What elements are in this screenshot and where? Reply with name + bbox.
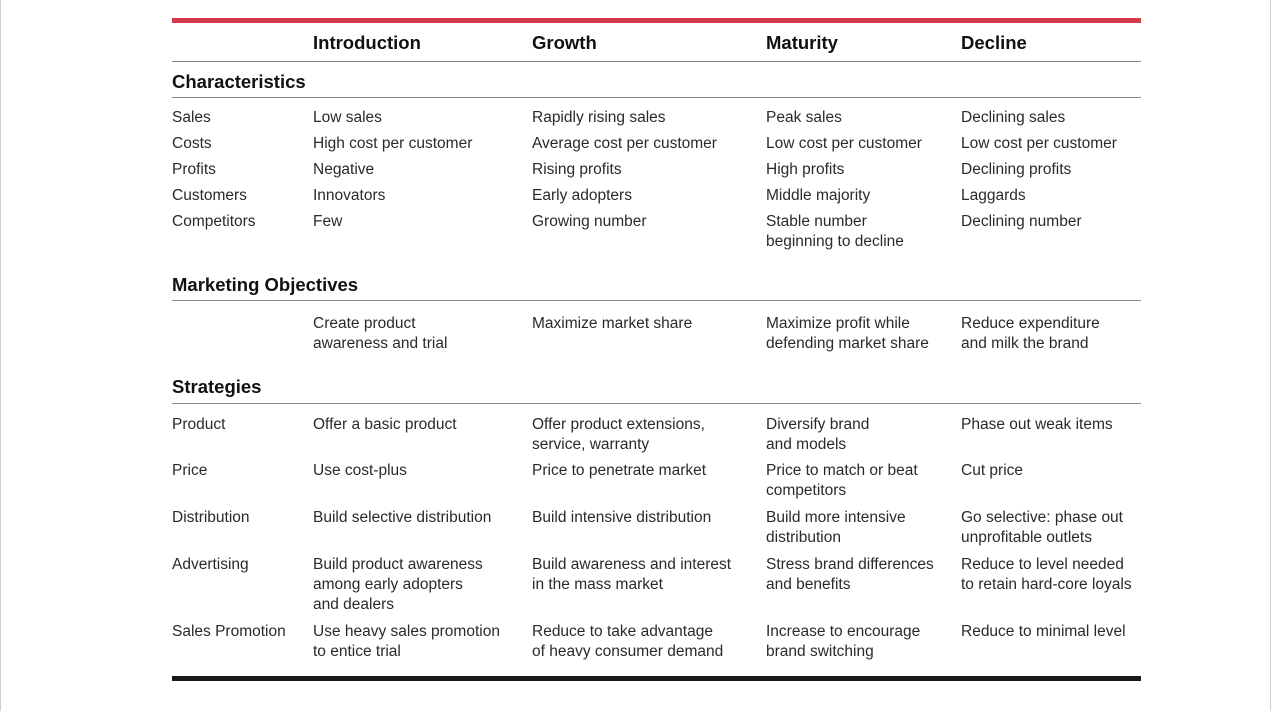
table-bottom-rule: [172, 676, 1141, 681]
table-cell: Average cost per customer: [532, 135, 717, 152]
table-cell: Reduce to minimal level: [961, 623, 1126, 640]
row-label-price: Price: [172, 462, 208, 479]
section-divider: [172, 97, 1141, 98]
column-header-introduction: Introduction: [313, 32, 421, 53]
table-cell: Declining number: [961, 213, 1082, 230]
column-header-growth: Growth: [532, 32, 597, 53]
table-cell: Price to match or beat competitors: [766, 462, 918, 499]
table-cell: Declining profits: [961, 161, 1072, 178]
row-label-sales-promotion: Sales Promotion: [172, 623, 286, 640]
page-frame-right: [1270, 0, 1271, 711]
table-cell: Phase out weak items: [961, 416, 1113, 433]
column-header-decline: Decline: [961, 32, 1027, 53]
row-label-product: Product: [172, 416, 226, 433]
row-label-costs: Costs: [172, 135, 212, 152]
table-cell: Maximize market share: [532, 315, 693, 332]
table-cell: Use heavy sales promotion to entice trial: [313, 623, 500, 660]
row-label-profits: Profits: [172, 161, 216, 178]
table-cell: Reduce to level needed to retain hard-cor…: [961, 556, 1132, 593]
table-cell: Innovators: [313, 187, 386, 204]
table-cell: Peak sales: [766, 109, 842, 126]
table-cell: Laggards: [961, 187, 1026, 204]
table-cell: Reduce to take advantage of heavy consume…: [532, 623, 724, 660]
section-title-characteristics: Characteristics: [172, 71, 306, 92]
table-cell: Declining sales: [961, 109, 1066, 126]
table-top-rule: [172, 18, 1141, 23]
section-divider: [172, 300, 1141, 301]
table-cell: High profits: [766, 161, 845, 178]
table-cell: Low sales: [313, 109, 382, 126]
table-cell: Create product awareness and trial: [313, 315, 448, 352]
table-cell: High cost per customer: [313, 135, 473, 152]
table-cell: Build product awareness among early adopt…: [313, 556, 483, 613]
table-cell: Stable number beginning to decline: [766, 213, 904, 250]
row-label-sales: Sales: [172, 109, 211, 126]
table-cell: Offer a basic product: [313, 416, 457, 433]
table-cell: Reduce expenditure and milk the brand: [961, 315, 1100, 352]
header-divider: [172, 61, 1141, 62]
table-cell: Cut price: [961, 462, 1024, 479]
table-cell: Negative: [313, 161, 375, 178]
table-cell: Early adopters: [532, 187, 632, 204]
table-cell: Stress brand differences and benefits: [766, 556, 934, 593]
page-frame-left: [0, 0, 1, 711]
section-title-marketing-objectives: Marketing Objectives: [172, 274, 359, 295]
section-title-strategies: Strategies: [172, 376, 262, 397]
row-label-competitors: Competitors: [172, 213, 256, 230]
table-cell: Go selective: phase out unprofitable outl…: [961, 509, 1123, 546]
table-cell: Rapidly rising sales: [532, 109, 666, 126]
table-cell: Diversify brand and models: [766, 416, 870, 453]
table-cell: Increase to encourage brand switching: [766, 623, 921, 660]
table-cell: Low cost per customer: [961, 135, 1117, 152]
table-cell: Build more intensive distribution: [766, 509, 906, 546]
table-cell: Maximize profit while defending market sh…: [766, 315, 929, 352]
table-cell: Build intensive distribution: [532, 509, 712, 526]
table-cell: Middle majority: [766, 187, 871, 204]
table-cell: Build selective distribution: [313, 509, 492, 526]
table-cell: Use cost-plus: [313, 462, 407, 479]
column-header-maturity: Maturity: [766, 32, 838, 53]
table-cell: Rising profits: [532, 161, 622, 178]
table-cell: Price to penetrate market: [532, 462, 707, 479]
table-cell: Offer product extensions, service, warran…: [532, 416, 705, 453]
table-cell: Build awareness and interest in the mass …: [532, 556, 732, 593]
row-label-distribution: Distribution: [172, 509, 250, 526]
row-label-advertising: Advertising: [172, 556, 249, 573]
section-divider: [172, 403, 1141, 404]
table-cell: Low cost per customer: [766, 135, 922, 152]
table-cell: Few: [313, 213, 343, 230]
table-cell: Growing number: [532, 213, 647, 230]
row-label-customers: Customers: [172, 187, 247, 204]
